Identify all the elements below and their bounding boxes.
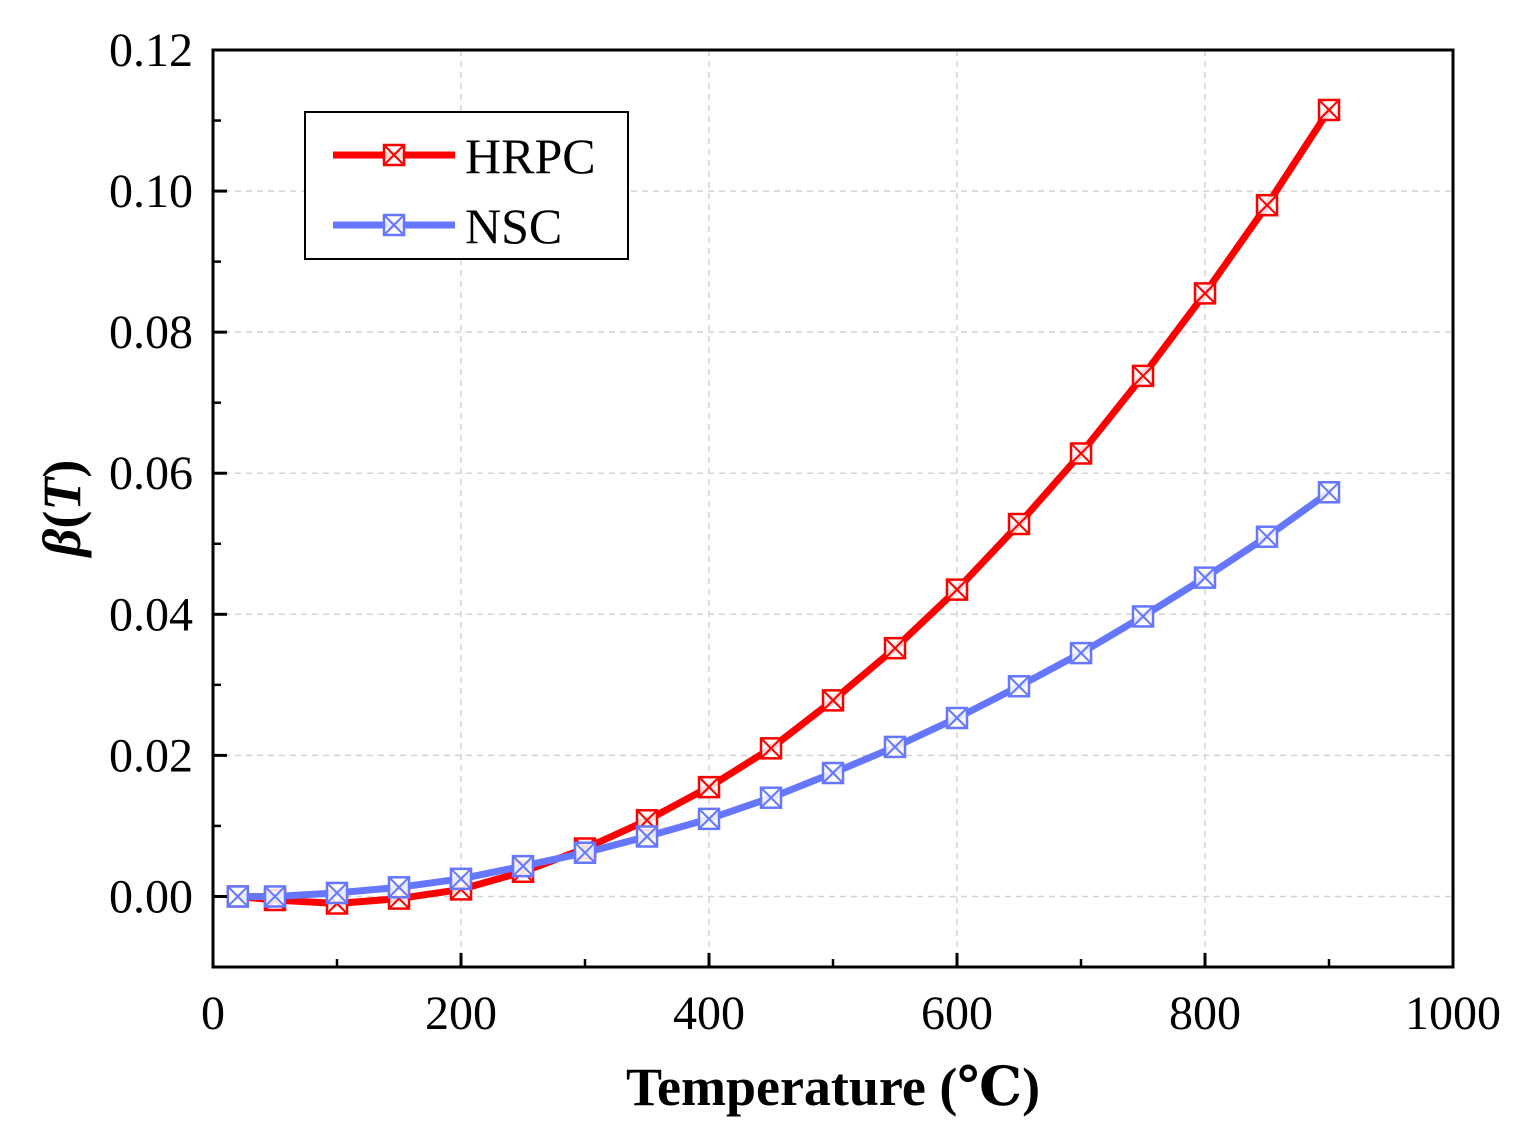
data-point-hrpc [883,636,907,660]
y-axis: 0.00 0.02 0.04 0.06 0.08 0.10 0.12 [109,24,227,923]
data-point-nsc [1069,641,1093,665]
x-tick-label: 0 [201,987,225,1040]
y-tick-label: 0.04 [109,588,193,641]
data-point-nsc [1193,566,1217,589]
data-point-nsc [263,885,287,908]
data-point-nsc [883,735,907,759]
y-axis-title: β(T) [32,460,92,559]
data-point-hrpc [1317,98,1341,122]
data-point-nsc [387,876,411,899]
x-tick-label: 1000 [1405,987,1501,1040]
data-point-nsc [449,867,473,891]
legend-label-nsc: NSC [465,198,562,254]
legend-marker-hrpc [382,143,406,167]
y-tick-label: 0.00 [109,870,193,923]
data-point-nsc [759,786,783,809]
data-point-nsc [945,706,969,730]
legend-marker-symbol-hrpc [382,143,406,167]
data-point-nsc [697,807,721,831]
data-point-hrpc [759,737,783,760]
legend-marker-nsc [382,213,406,237]
legend-label-hrpc: HRPC [465,128,596,184]
x-tick-label: 400 [673,987,745,1040]
legend-entry-nsc: NSC [333,198,562,254]
data-point-nsc [573,841,597,864]
legend-marker-symbol-nsc [382,213,406,237]
y-tick-label: 0.08 [109,306,193,359]
y-tick-label: 0.02 [109,729,193,782]
x-tick-label: 800 [1169,987,1241,1040]
data-point-nsc [325,881,349,905]
data-point-nsc [511,854,535,878]
y-tick-label: 0.12 [109,24,193,77]
data-point-nsc [226,885,250,908]
x-tick-label: 600 [921,987,993,1040]
y-axis-title-open-paren: ( [32,511,92,529]
data-point-hrpc [945,578,969,601]
legend: HRPC NSC [304,111,629,260]
y-axis-title-arg: T [32,476,92,511]
y-axis-title-close-paren: ) [32,460,92,478]
y-tick-label: 0.06 [109,447,193,500]
data-point-hrpc [1255,193,1279,217]
data-point-hrpc [1007,512,1031,536]
series-nsc [226,481,1341,908]
x-tick-label: 200 [425,987,497,1040]
data-point-hrpc [1069,442,1093,465]
x-axis-title: Temperature (℃) [626,1057,1040,1117]
data-point-hrpc [697,775,721,799]
data-point-nsc [1317,481,1341,504]
y-axis-title-symbol: β [32,528,92,558]
data-point-hrpc [1193,282,1217,305]
series-line-nsc [234,488,1333,900]
x-axis: 0 200 400 600 800 1000 [201,953,1501,1040]
series-layer [226,98,1341,915]
data-point-nsc [1007,675,1031,698]
data-point-hrpc [1131,364,1155,388]
data-point-nsc [1255,525,1279,548]
legend-entry-hrpc: HRPC [333,128,596,184]
data-point-hrpc [821,689,845,712]
data-point-nsc [1131,605,1155,628]
legend-box [304,111,629,260]
y-tick-label: 0.10 [109,165,193,218]
data-point-nsc [635,825,659,848]
data-point-nsc [821,761,845,785]
